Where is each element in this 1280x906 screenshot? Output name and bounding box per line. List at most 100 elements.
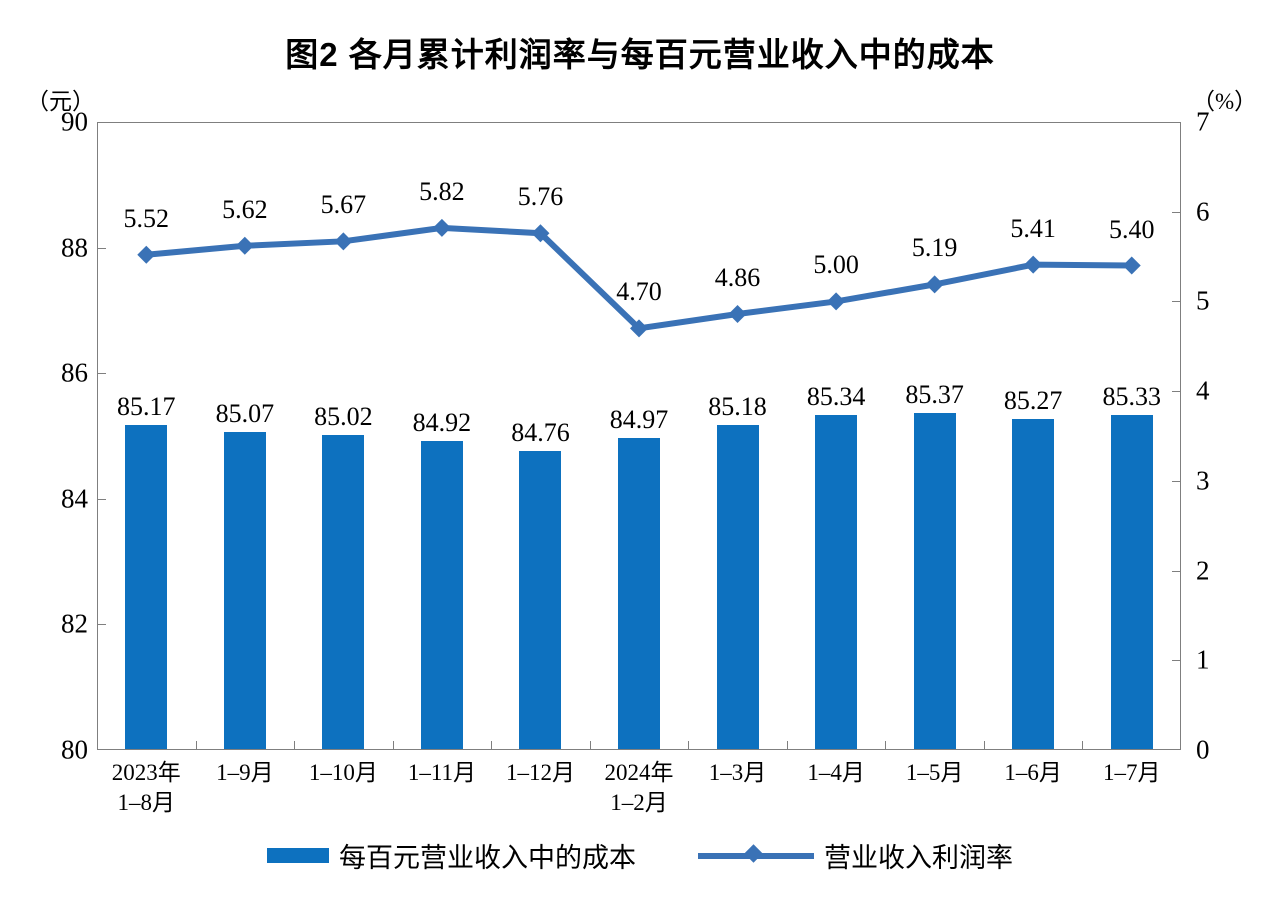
x-axis-tick	[392, 741, 394, 749]
bar	[913, 412, 956, 749]
x-axis-tick	[589, 741, 591, 749]
line-marker-diamond-icon	[827, 292, 846, 311]
bar-data-label: 85.34	[806, 381, 866, 411]
x-axis-label: 1–3月	[708, 760, 767, 785]
line-data-label: 5.40	[1108, 214, 1155, 244]
x-axis-label: 1–11月	[407, 760, 476, 785]
line-data-label: 5.76	[517, 182, 564, 212]
y-axis-tick-left	[98, 247, 106, 249]
y-axis-tick-left	[98, 498, 106, 500]
x-axis-label: 1–6月	[1004, 760, 1062, 785]
bar	[815, 414, 858, 749]
y-axis-tick-right	[1172, 480, 1180, 482]
legend-item-margin: 营业收入利润率	[698, 836, 1013, 875]
left-axis-unit: （元）	[26, 89, 95, 114]
line-data-label: 4.86	[714, 262, 761, 292]
x-axis-tick	[983, 741, 985, 749]
x-axis-label: 1–4月	[807, 760, 865, 785]
line-data-label: 5.00	[813, 250, 859, 280]
line-marker-diamond-icon	[334, 232, 353, 251]
bar-data-label: 85.07	[215, 398, 275, 428]
y-axis-label-left: 86	[61, 357, 88, 388]
legend: 每百元营业收入中的成本 营业收入利润率	[0, 836, 1280, 875]
bar-data-label: 84.92	[412, 408, 472, 438]
y-axis-label-left: 88	[61, 232, 88, 263]
line-marker-diamond-icon	[137, 245, 156, 264]
bar	[1012, 419, 1055, 749]
y-axis-label-right: 4	[1196, 375, 1210, 406]
y-axis-tick-right	[1172, 660, 1180, 662]
y-axis-label-left: 80	[61, 734, 88, 765]
y-axis-tick-right	[1172, 301, 1180, 303]
line-marker-diamond-icon	[235, 236, 254, 255]
y-axis-label-right: 6	[1196, 196, 1210, 227]
y-axis-label-right: 0	[1196, 734, 1210, 765]
line-marker-diamond-icon	[1024, 255, 1043, 274]
y-axis-tick-right	[1172, 211, 1180, 213]
x-axis-tick	[786, 741, 788, 749]
x-axis-label: 2024年 1–2月	[604, 760, 674, 815]
bar	[420, 441, 463, 749]
y-axis-label-left: 90	[61, 106, 88, 137]
line-data-label: 4.70	[616, 277, 662, 307]
legend-label-cost: 每百元营业收入中的成本	[339, 843, 636, 873]
line-data-label: 5.52	[123, 203, 170, 233]
right-axis-unit: （%）	[1192, 89, 1258, 114]
bar	[519, 451, 562, 749]
y-axis-label-left: 84	[61, 483, 88, 514]
legend-line-swatch-icon	[698, 843, 814, 866]
y-axis-label-right: 7	[1196, 106, 1210, 137]
bar-data-label: 85.18	[708, 391, 767, 421]
x-axis-label: 2023年 1–8月	[111, 760, 181, 815]
y-axis-label-right: 2	[1196, 555, 1210, 586]
line-marker-diamond-icon	[1122, 256, 1141, 275]
y-axis-tick-right	[1172, 391, 1180, 393]
line-marker-diamond-icon	[531, 224, 550, 243]
x-axis-tick	[195, 741, 197, 749]
x-axis-tick	[491, 741, 493, 749]
line-data-label: 5.19	[911, 233, 958, 263]
y-axis-label-left: 82	[61, 608, 88, 639]
line-data-label: 5.62	[222, 194, 268, 224]
x-axis-label: 1–10月	[308, 760, 378, 785]
bar-data-label: 84.97	[609, 404, 669, 434]
bar-data-label: 84.76	[511, 418, 570, 448]
bar-data-label: 85.02	[314, 401, 373, 431]
line-marker-diamond-icon	[432, 218, 451, 237]
line-marker-diamond-icon	[728, 304, 747, 323]
line-data-label: 5.41	[1010, 213, 1056, 243]
chart-title: 图2 各月累计利润率与每百元营业收入中的成本	[285, 36, 995, 73]
x-axis-label: 1–7月	[1102, 760, 1161, 785]
bar-data-label: 85.17	[117, 392, 176, 422]
line-data-label: 5.82	[419, 176, 465, 206]
y-axis-label-right: 1	[1196, 644, 1210, 675]
x-axis-tick	[688, 741, 690, 749]
x-axis-label: 1–5月	[905, 760, 964, 785]
legend-label-margin: 营业收入利润率	[824, 843, 1013, 873]
bar	[322, 434, 365, 749]
bar	[1110, 415, 1153, 749]
y-axis-tick-left	[98, 624, 106, 626]
y-axis-label-right: 5	[1196, 285, 1210, 316]
bar	[618, 437, 660, 749]
legend-bar-swatch-icon	[267, 848, 329, 863]
x-axis-tick	[885, 741, 887, 749]
bar	[716, 424, 759, 749]
profit-margin-line-layer	[137, 218, 1141, 338]
x-axis-label: 1–9月	[216, 760, 274, 785]
x-axis-label: 1–12月	[505, 760, 575, 785]
y-axis-tick-right	[1172, 570, 1180, 572]
legend-diamond-icon	[744, 843, 763, 863]
line-data-label: 5.67	[320, 190, 367, 220]
line-marker-diamond-icon	[925, 275, 944, 294]
line-marker-diamond-icon	[630, 319, 648, 338]
y-axis-tick-left	[98, 373, 106, 375]
bar	[223, 431, 266, 749]
x-axis-tick	[1082, 741, 1084, 749]
bar-data-label: 85.27	[1003, 386, 1063, 416]
y-axis-label-right: 3	[1196, 465, 1210, 496]
bar	[125, 425, 168, 749]
bar-data-label: 85.37	[905, 379, 964, 409]
x-axis-tick	[294, 741, 296, 749]
